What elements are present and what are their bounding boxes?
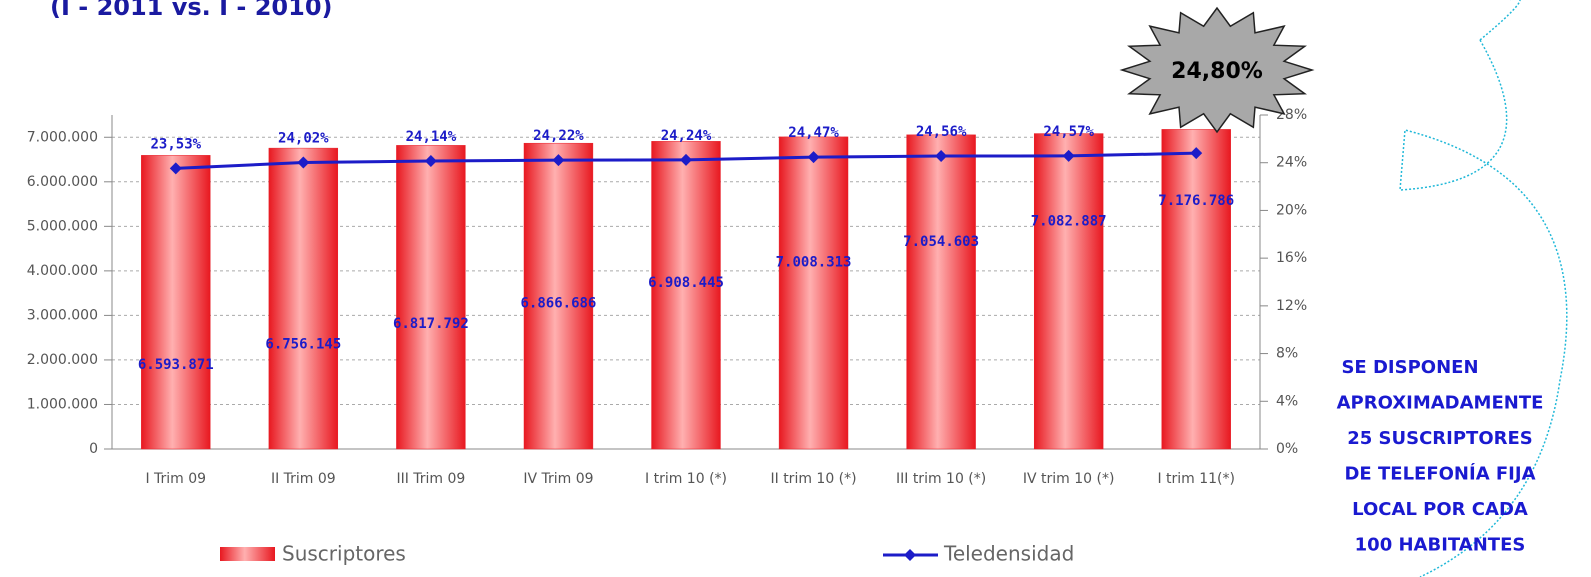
value-label: 24,56%: [916, 124, 967, 140]
value-label: 6.908.445: [648, 275, 724, 291]
value-label: 24,24%: [661, 128, 712, 144]
value-label: 24,47%: [788, 125, 839, 141]
line-point: [1062, 149, 1075, 162]
note-line: SE DISPONEN: [1341, 357, 1478, 378]
x-tick-label: I Trim 09: [145, 471, 206, 487]
bar: [268, 147, 339, 450]
value-label: 23,53%: [150, 136, 201, 152]
note-line: DE TELEFONÍA FIJA: [1344, 463, 1535, 485]
note-line: 25 SUSCRIPTORES: [1347, 428, 1533, 449]
value-label: 7.054.603: [903, 234, 979, 250]
bar: [1161, 129, 1231, 450]
x-tick-label: II Trim 09: [271, 471, 336, 487]
bar: [396, 145, 466, 450]
y-tick-label: 7.000.000: [27, 129, 98, 145]
bar: [651, 141, 721, 450]
bar: [523, 142, 594, 450]
y-tick-label: 0: [89, 441, 98, 457]
y2-tick-label: 16%: [1276, 250, 1307, 266]
value-label: 24,22%: [533, 128, 584, 144]
legend-label: Suscriptores: [282, 542, 406, 566]
line-point: [424, 155, 437, 168]
value-label: 6.593.871: [138, 357, 214, 373]
x-tick-label: IV Trim 09: [523, 471, 593, 487]
y-tick-label: 4.000.000: [27, 263, 98, 279]
y2-tick-label: 8%: [1276, 346, 1298, 362]
x-tick-label: I trim 11(*): [1157, 471, 1235, 487]
y2-tick-label: 24%: [1276, 155, 1307, 171]
line-point: [1190, 147, 1203, 160]
line-point: [935, 150, 948, 163]
note-line: 100 HABITANTES: [1355, 535, 1526, 556]
value-label: 24,57%: [1043, 124, 1094, 140]
value-label: 6.756.145: [265, 337, 341, 353]
value-label: 7.082.887: [1031, 214, 1107, 230]
y2-tick-label: 4%: [1276, 393, 1298, 409]
y-tick-label: 3.000.000: [27, 307, 98, 323]
line-point: [552, 154, 565, 167]
y-tick-label: 5.000.000: [27, 218, 98, 234]
y2-tick-label: 0%: [1276, 441, 1298, 457]
bar: [778, 136, 849, 450]
note-line: APROXIMADAMENTE: [1337, 393, 1544, 414]
x-tick-label: II trim 10 (*): [770, 471, 856, 487]
x-tick-label: III trim 10 (*): [896, 471, 986, 487]
value-label: 7.176.786: [1158, 193, 1234, 209]
bar: [1033, 133, 1104, 450]
y2-tick-label: 28%: [1276, 107, 1307, 123]
value-label: 24,14%: [406, 129, 457, 145]
legend-swatch: [904, 549, 916, 561]
y2-tick-label: 20%: [1276, 202, 1307, 218]
x-tick-label: IV trim 10 (*): [1023, 471, 1115, 487]
line-point: [169, 162, 182, 175]
y-tick-label: 2.000.000: [27, 352, 98, 368]
decor-arrow: [1399, 0, 1568, 577]
badge-label: 24,80%: [1171, 59, 1263, 84]
chart-title: (I - 2011 vs. I - 2010): [50, 0, 333, 21]
bar: [141, 155, 211, 450]
value-label: 24,02%: [278, 130, 329, 146]
y-tick-label: 1.000.000: [27, 396, 98, 412]
bar: [906, 134, 976, 450]
value-label: 6.817.792: [393, 316, 469, 332]
y2-tick-label: 12%: [1276, 298, 1307, 314]
y-tick-label: 6.000.000: [27, 174, 98, 190]
line-point: [297, 156, 310, 169]
legend-label: Teledensidad: [943, 542, 1074, 566]
x-tick-label: III Trim 09: [396, 471, 465, 487]
note: SE DISPONEN APROXIMADAMENTE 25 SUSCRIPTORE…: [1337, 357, 1544, 556]
x-tick-label: I trim 10 (*): [645, 471, 727, 487]
value-label: 7.008.313: [776, 255, 852, 271]
value-label: 6.866.686: [521, 296, 597, 312]
note-line: LOCAL POR CADA: [1352, 499, 1528, 520]
legend-swatch: [220, 547, 275, 561]
line-point: [680, 153, 692, 166]
badge-star: [1119, 6, 1315, 134]
line-point: [807, 151, 820, 164]
